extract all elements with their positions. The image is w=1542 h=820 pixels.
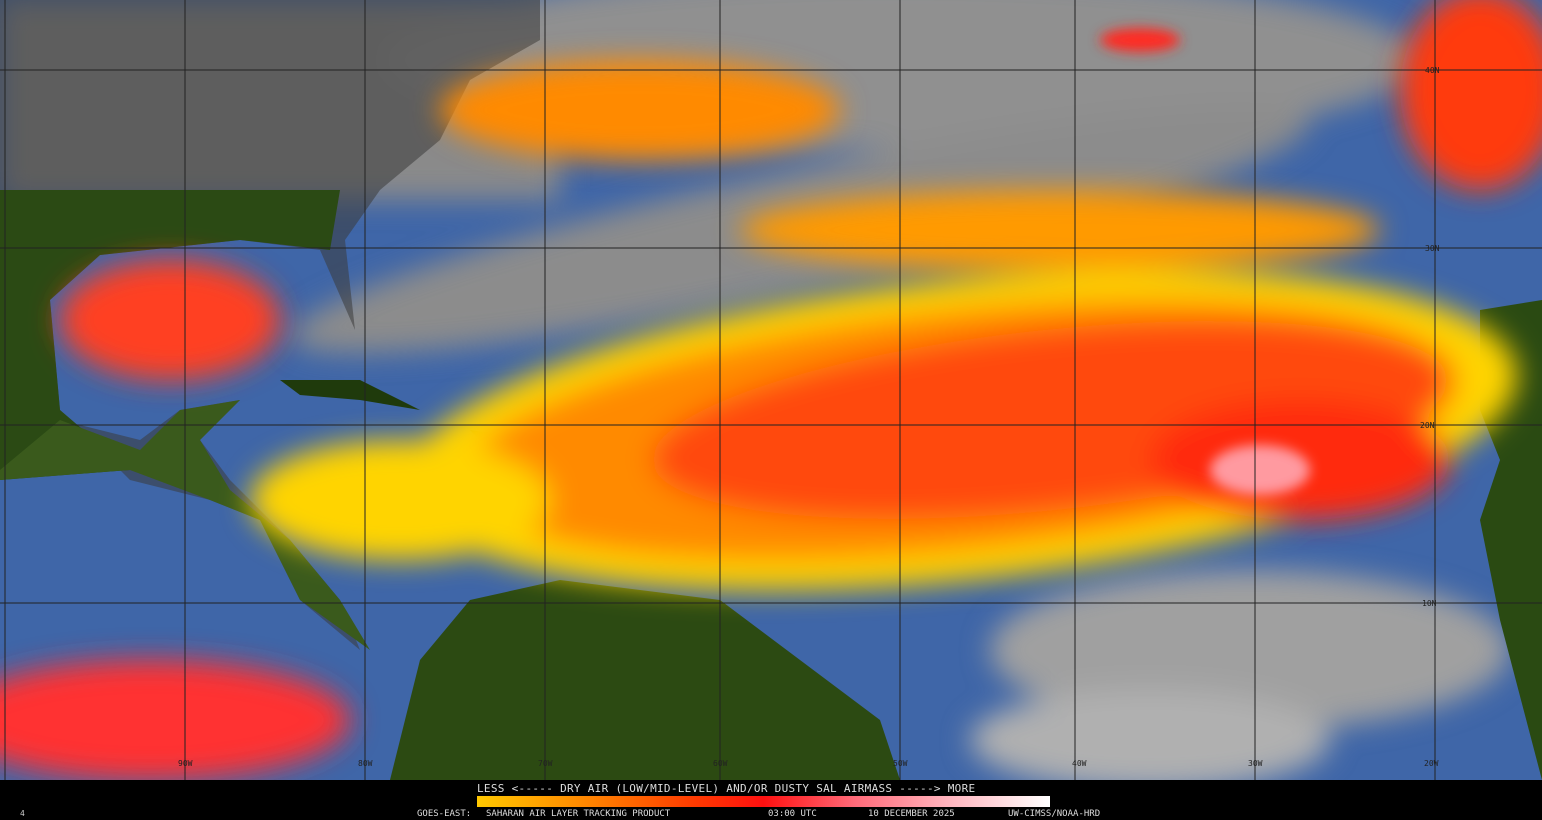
lon-label: 90W [178, 759, 193, 768]
credit: UW-CIMSS/NOAA-HRD [1008, 809, 1101, 819]
lon-label: 60W [713, 759, 728, 768]
legend-title: LESS <----- DRY AIR (LOW/MID-LEVEL) AND/… [477, 782, 976, 795]
frame-number: 4 [20, 809, 25, 818]
land-masses [0, 0, 1542, 780]
lon-label: 30W [1248, 759, 1263, 768]
satellite-map: 90W 80W 70W 60W 50W 40W 30W 20W 40N 30N … [0, 0, 1542, 780]
lat-label: 40N [1425, 66, 1440, 75]
lat-label: 10N [1422, 599, 1437, 608]
lon-label: 40W [1072, 759, 1087, 768]
grid-labels: 90W 80W 70W 60W 50W 40W 30W 20W 40N 30N … [178, 66, 1440, 768]
dust-layer [0, 0, 1542, 780]
timestamp-time: 03:00 UTC [768, 809, 817, 819]
lat-label: 30N [1425, 244, 1440, 253]
lon-label: 50W [893, 759, 908, 768]
product-name: SAHARAN AIR LAYER TRACKING PRODUCT [486, 809, 671, 819]
lon-label: 70W [538, 759, 553, 768]
lon-label: 80W [358, 759, 373, 768]
timestamp-date: 10 DECEMBER 2025 [868, 809, 955, 819]
satellite-name: GOES-EAST: [417, 809, 472, 819]
colorbar [477, 796, 1050, 807]
lat-lon-grid [0, 0, 1542, 780]
lat-label: 20N [1420, 421, 1435, 430]
lon-label: 20W [1424, 759, 1439, 768]
